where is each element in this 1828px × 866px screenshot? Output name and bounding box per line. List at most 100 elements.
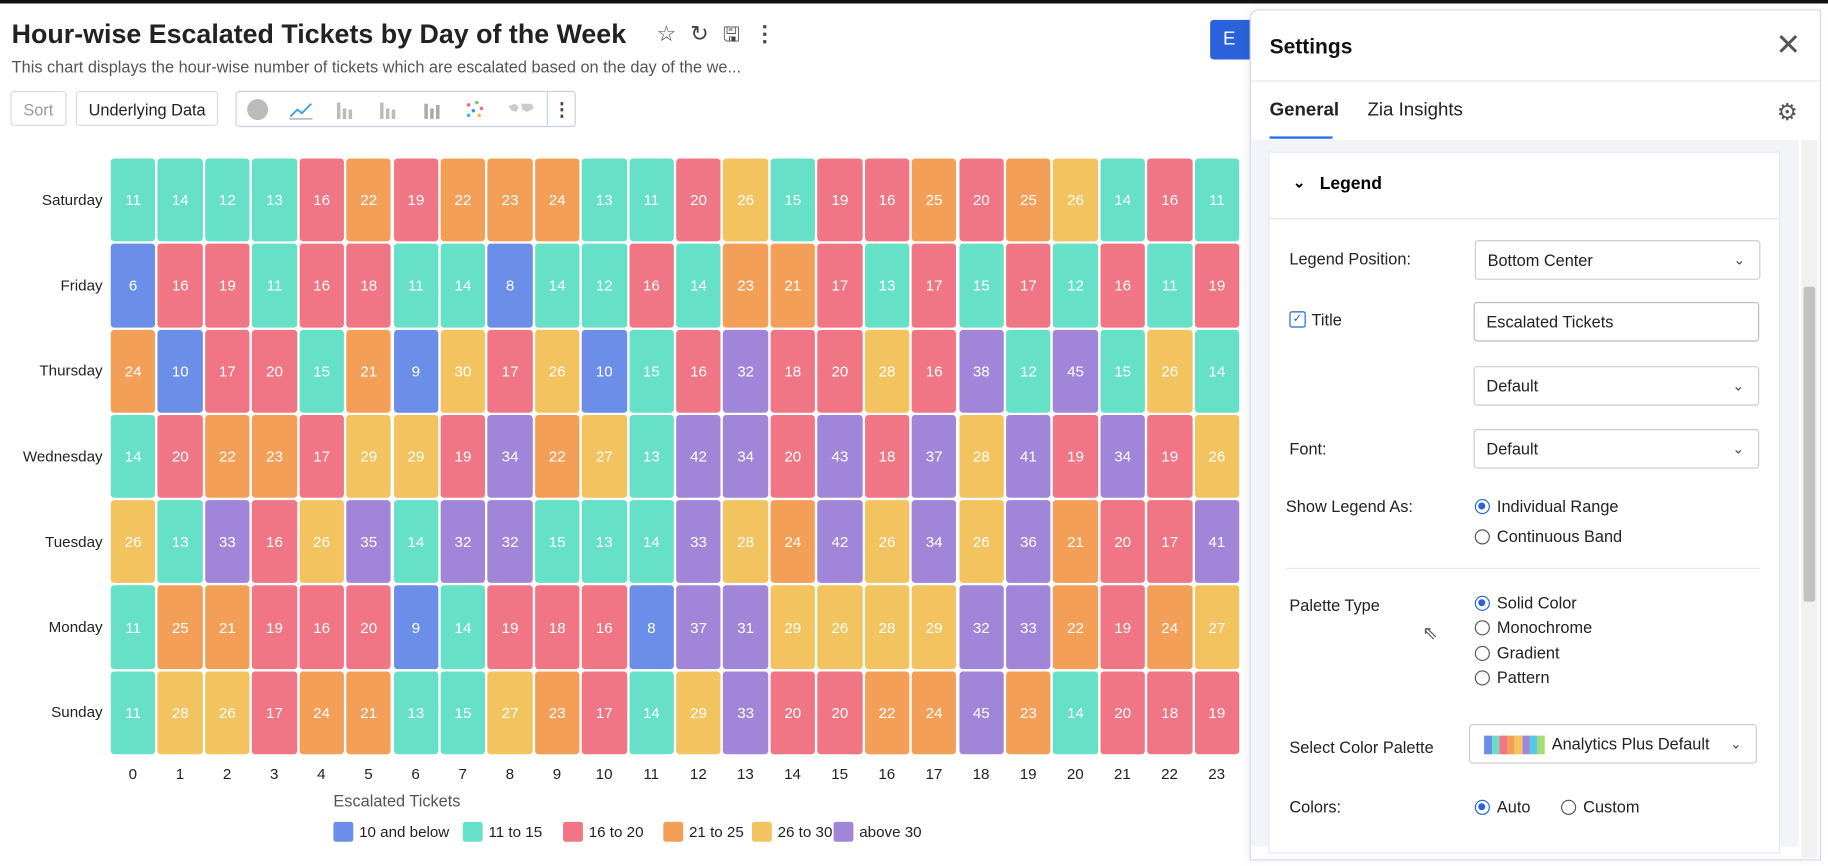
heatmap-cell[interactable]: 33	[676, 500, 721, 584]
edit-button[interactable]: E	[1210, 19, 1250, 60]
legend-item[interactable]: 10 and below	[333, 821, 449, 842]
heatmap-cell[interactable]: 27	[581, 414, 627, 498]
heatmap-cell[interactable]: 24	[770, 500, 816, 584]
heatmap-cell[interactable]: 21	[204, 585, 250, 669]
heatmap-cell[interactable]: 16	[676, 329, 721, 413]
heatmap-cell[interactable]: 16	[911, 329, 957, 413]
heatmap-cell[interactable]: 26	[817, 585, 863, 669]
heatmap-cell[interactable]: 37	[676, 585, 721, 669]
scatter-icon[interactable]	[463, 98, 489, 119]
star-icon[interactable]: ☆	[656, 21, 677, 47]
legend-item[interactable]: 16 to 20	[563, 821, 644, 842]
heatmap-cell[interactable]: 23	[534, 671, 580, 755]
heatmap-cell[interactable]: 22	[1053, 585, 1098, 669]
heatmap-cell[interactable]: 10	[581, 329, 627, 413]
heatmap-cell[interactable]: 29	[346, 414, 392, 498]
heatmap-cell[interactable]: 24	[911, 671, 957, 755]
bar-chart-icon[interactable]	[332, 98, 358, 119]
heatmap-cell[interactable]: 14	[534, 243, 580, 328]
heatmap-cell[interactable]: 19	[440, 414, 486, 498]
heatmap-cell[interactable]: 34	[1100, 414, 1146, 498]
heatmap-cell[interactable]: 19	[1100, 585, 1146, 669]
heatmap-cell[interactable]: 35	[346, 500, 392, 584]
heatmap-cell[interactable]: 28	[864, 329, 910, 413]
heatmap-cell[interactable]: 24	[299, 671, 344, 755]
heatmap-cell[interactable]: 16	[1100, 243, 1146, 328]
radio-solid-color[interactable]: Solid Color	[1474, 593, 1577, 612]
heatmap-cell[interactable]: 20	[157, 414, 203, 498]
heatmap-cell[interactable]: 14	[676, 243, 721, 328]
heatmap-cell[interactable]: 15	[299, 329, 344, 413]
scrollbar[interactable]	[1801, 139, 1818, 859]
refresh-icon[interactable]: ↻	[690, 21, 709, 47]
heatmap-cell[interactable]: 34	[487, 414, 533, 498]
heatmap-cell[interactable]: 14	[440, 243, 486, 328]
heatmap-cell[interactable]: 42	[817, 500, 863, 584]
heatmap-cell[interactable]: 33	[723, 671, 769, 755]
heatmap-cell[interactable]: 25	[1005, 158, 1051, 242]
heatmap-cell[interactable]: 11	[110, 158, 156, 242]
heatmap-cell[interactable]: 22	[864, 671, 910, 755]
heatmap-cell[interactable]: 19	[1053, 414, 1098, 498]
heatmap-cell[interactable]: 10	[157, 329, 203, 413]
heatmap-cell[interactable]: 9	[393, 585, 439, 669]
heatmap-cell[interactable]: 16	[1147, 158, 1193, 242]
heatmap-cell[interactable]: 16	[629, 243, 674, 328]
heatmap-cell[interactable]: 6	[110, 243, 156, 328]
heatmap-cell[interactable]: 18	[534, 585, 580, 669]
heatmap-cell[interactable]: 31	[723, 585, 769, 669]
heatmap-cell[interactable]: 26	[1147, 329, 1193, 413]
heatmap-cell[interactable]: 9	[393, 329, 439, 413]
heatmap-cell[interactable]: 14	[157, 158, 203, 242]
heatmap-cell[interactable]: 26	[723, 158, 769, 242]
legend-item[interactable]: 26 to 30	[751, 821, 832, 842]
title-font-select[interactable]: Default ⌄	[1473, 366, 1760, 406]
heatmap-cell[interactable]: 45	[958, 671, 1004, 755]
heatmap-cell[interactable]: 21	[346, 671, 392, 755]
more-vertical-icon[interactable]: ⋮	[753, 21, 776, 47]
heatmap-cell[interactable]: 12	[1053, 243, 1098, 328]
heatmap-cell[interactable]: 17	[204, 329, 250, 413]
heatmap-cell[interactable]: 26	[1194, 414, 1240, 498]
heatmap-cell[interactable]: 32	[958, 585, 1004, 669]
tab-zia-insights[interactable]: Zia Insights	[1367, 100, 1463, 121]
heatmap-cell[interactable]: 19	[1194, 671, 1240, 755]
heatmap-cell[interactable]: 30	[440, 329, 486, 413]
heatmap-cell[interactable]: 21	[1053, 500, 1098, 584]
heatmap-cell[interactable]: 13	[393, 671, 439, 755]
heatmap-cell[interactable]: 17	[911, 243, 957, 328]
heatmap-cell[interactable]: 21	[770, 243, 816, 328]
color-palette-select[interactable]: Analytics Plus Default ⌄	[1468, 723, 1757, 764]
heatmap-cell[interactable]: 21	[346, 329, 392, 413]
heatmap-cell[interactable]: 16	[299, 158, 344, 242]
line-chart-icon[interactable]	[288, 98, 314, 120]
heatmap-cell[interactable]: 14	[629, 671, 674, 755]
heatmap-cell[interactable]: 42	[676, 414, 721, 498]
heatmap-cell[interactable]: 14	[1100, 158, 1146, 242]
heatmap-cell[interactable]: 20	[676, 158, 721, 242]
heatmap-cell[interactable]: 12	[1005, 329, 1051, 413]
close-icon[interactable]: ✕	[1775, 26, 1801, 62]
heatmap-cell[interactable]: 28	[723, 500, 769, 584]
heatmap-cell[interactable]: 17	[1147, 500, 1193, 584]
heatmap-cell[interactable]: 24	[534, 158, 580, 242]
title-input[interactable]: Escalated Tickets	[1473, 301, 1760, 342]
heatmap-cell[interactable]: 34	[723, 414, 769, 498]
heatmap-cell[interactable]: 11	[1194, 158, 1240, 242]
heatmap-cell[interactable]: 17	[1005, 243, 1051, 328]
heatmap-cell[interactable]: 32	[723, 329, 769, 413]
heatmap-cell[interactable]: 45	[1053, 329, 1098, 413]
heatmap-cell[interactable]: 26	[958, 500, 1004, 584]
heatmap-cell[interactable]: 13	[629, 414, 674, 498]
heatmap-cell[interactable]: 16	[157, 243, 203, 328]
heatmap-cell[interactable]: 14	[1053, 671, 1098, 755]
legend-position-select[interactable]: Bottom Center ⌄	[1474, 240, 1761, 280]
save-icon[interactable]: 🖫	[722, 22, 740, 45]
heatmap-cell[interactable]: 34	[911, 500, 957, 584]
heatmap-cell[interactable]: 16	[299, 585, 344, 669]
heatmap-cell[interactable]: 14	[1194, 329, 1240, 413]
heatmap-cell[interactable]: 32	[487, 500, 533, 584]
heatmap-cell[interactable]: 11	[110, 585, 156, 669]
heatmap-cell[interactable]: 8	[629, 585, 674, 669]
legend-item[interactable]: above 30	[833, 821, 922, 842]
